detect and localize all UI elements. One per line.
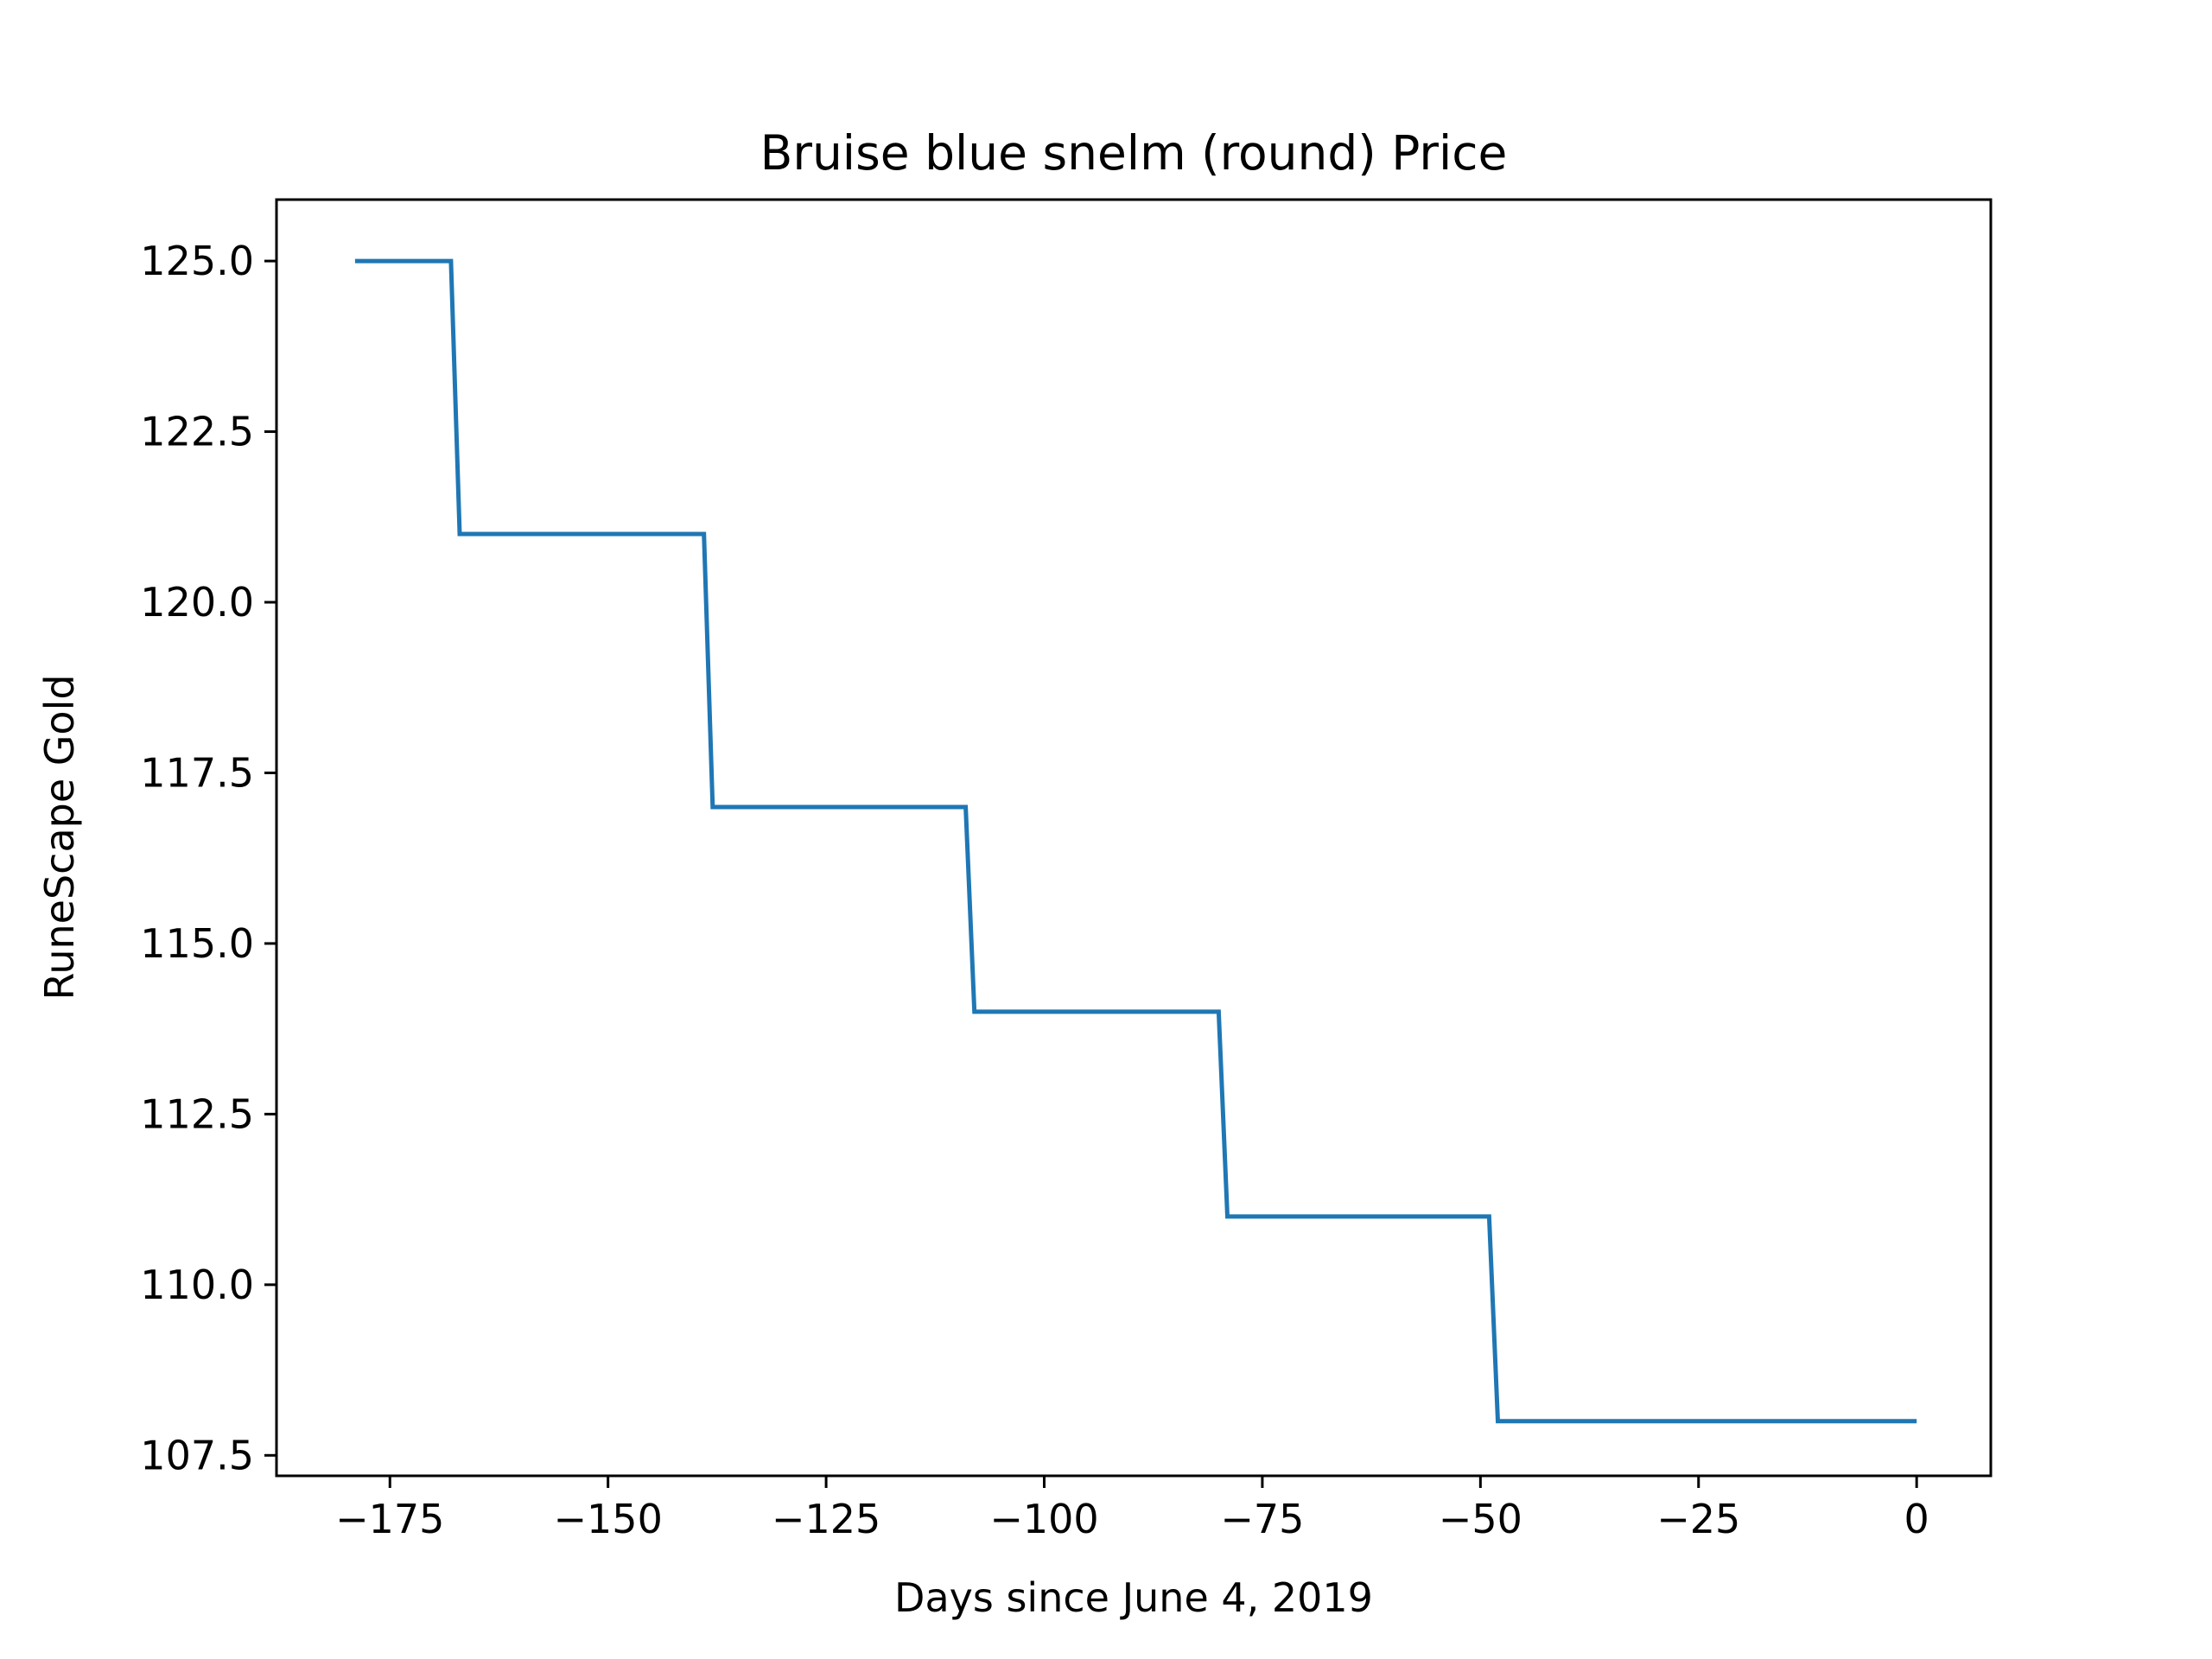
chart-title: Bruise blue snelm (round) Price xyxy=(760,125,1508,181)
y-tick-label: 120.0 xyxy=(140,579,254,626)
x-tick-label: −175 xyxy=(335,1496,444,1542)
y-tick-label: 122.5 xyxy=(140,409,254,455)
y-tick-label: 115.0 xyxy=(140,920,254,967)
y-tick-label: 110.0 xyxy=(140,1262,254,1308)
x-axis: −175 −150 −125 −100 −75 −50 −25 0 xyxy=(335,1476,1929,1542)
y-tick-label: 125.0 xyxy=(140,238,254,284)
x-axis-label: Days since June 4, 2019 xyxy=(894,1574,1373,1621)
series-layer xyxy=(354,258,1917,1424)
x-tick-label: 0 xyxy=(1904,1496,1929,1542)
y-tick-label: 112.5 xyxy=(140,1090,254,1137)
y-tick-label: 117.5 xyxy=(140,749,254,796)
x-tick-label: −25 xyxy=(1656,1496,1740,1542)
series-line-0 xyxy=(354,258,1917,1424)
x-tick-label: −50 xyxy=(1439,1496,1522,1542)
x-tick-label: −125 xyxy=(772,1496,880,1542)
x-tick-label: −150 xyxy=(554,1496,663,1542)
plot-background xyxy=(276,200,1991,1476)
x-tick-label: −100 xyxy=(989,1496,1098,1542)
y-axis-label: RuneScape Gold xyxy=(36,674,83,1000)
y-tick-label: 107.5 xyxy=(140,1432,254,1478)
y-axis: 107.5 110.0 112.5 115.0 117.5 120.0 122.5 125.0 xyxy=(140,238,276,1478)
plot-frame xyxy=(275,198,1993,1478)
x-tick-label: −75 xyxy=(1220,1496,1304,1542)
